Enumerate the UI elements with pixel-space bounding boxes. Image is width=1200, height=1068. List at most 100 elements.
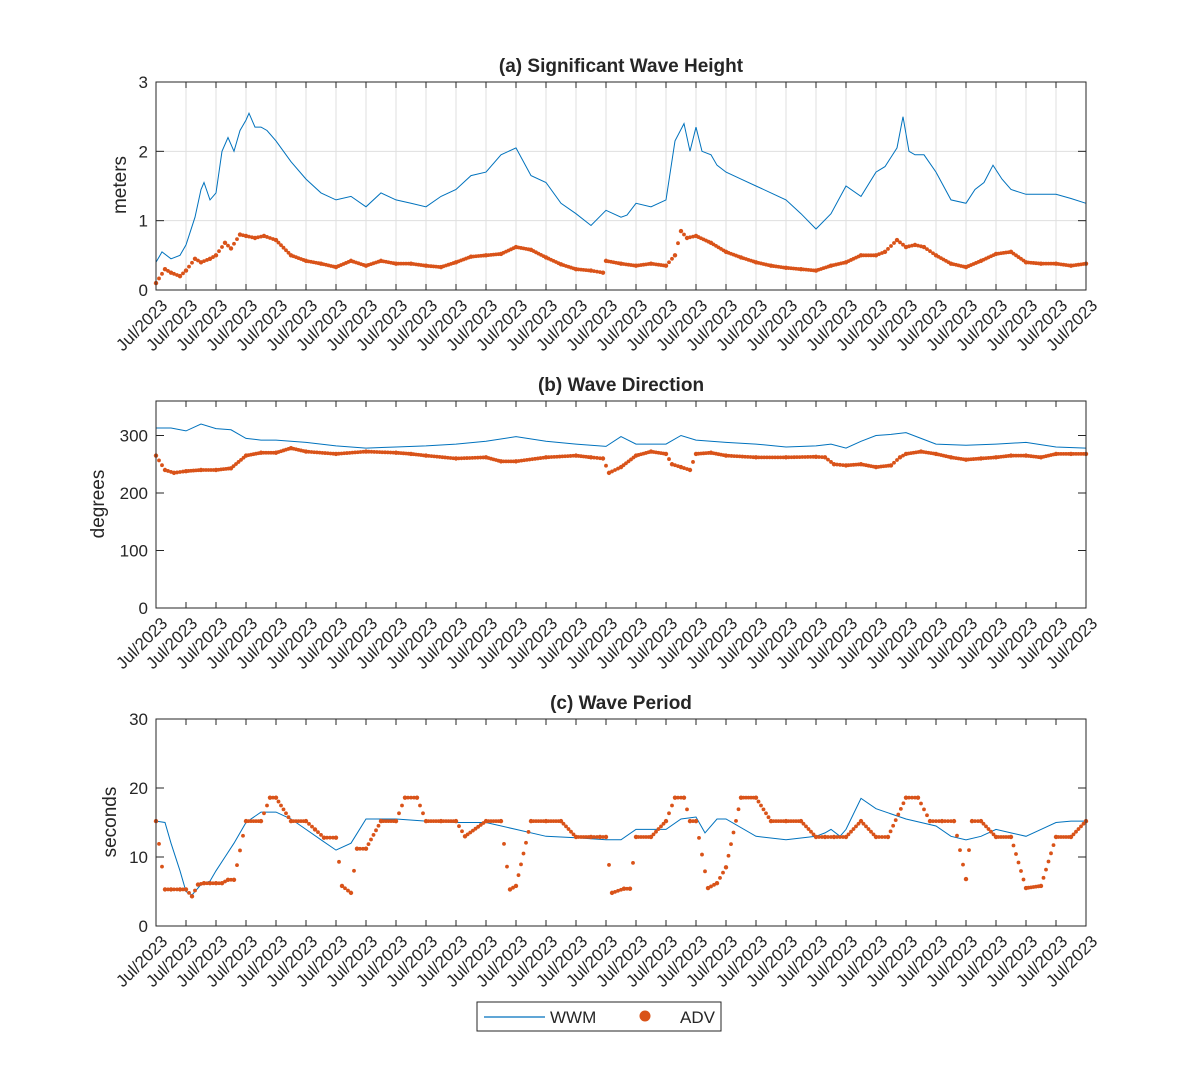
panel-b-adv-marker [667, 457, 671, 461]
panel-b-adv-marker [613, 468, 617, 472]
panel-c-adv-marker [284, 811, 288, 816]
panel-c-adv-marker [271, 795, 275, 800]
panel-a-adv-point [588, 268, 594, 273]
panel-c-adv-marker [505, 864, 509, 869]
panel-c-adv-point [507, 887, 513, 892]
panel-b-adv-marker [745, 454, 750, 459]
panel-c-adv-point [201, 881, 207, 886]
panel-a-title: (a) Significant Wave Height [499, 56, 744, 77]
panel-b-adv-marker [312, 450, 317, 455]
panel-c-adv-marker [961, 862, 965, 867]
panel-c-adv-point [273, 795, 279, 800]
panel-b-adv-point [813, 454, 819, 459]
panel-b-adv-marker [595, 456, 599, 460]
panel-c-adv-point [663, 818, 669, 824]
panel-a-series [153, 111, 1089, 286]
panel-c-adv-marker [238, 848, 242, 853]
panel-c-adv-marker [937, 819, 941, 824]
panel-b-adv-marker [563, 454, 567, 459]
panel-c-adv-point [414, 795, 420, 800]
panel-c-adv-marker [934, 819, 938, 824]
panel-c-adv-point [339, 883, 345, 889]
panel-b-adv-marker [765, 455, 769, 460]
panel-b-adv-marker [691, 460, 695, 464]
panel-c-adv-point [231, 877, 237, 882]
panel-a-adv-point [672, 253, 678, 258]
panel-c-adv-marker [697, 835, 701, 840]
panel-b-adv-marker [339, 451, 344, 456]
panel-c-adv-point [681, 795, 687, 800]
panel-b-adv-marker [353, 450, 357, 455]
panel-b-adv-point [162, 467, 168, 473]
panel-c-adv-marker [319, 833, 323, 837]
panel-a-adv-point [921, 244, 927, 250]
panel-c-adv-marker [804, 824, 808, 829]
panel-c-adv-marker [211, 881, 215, 886]
panel-c-axes-box [155, 718, 1087, 927]
panel-b-adv-marker [435, 454, 439, 459]
panel-b-adv-marker [432, 454, 437, 459]
panel-b-adv-marker [315, 450, 319, 455]
panel-b-series [153, 423, 1089, 476]
legend-adv-dot [639, 1010, 651, 1022]
panel-b-adv-marker [549, 455, 554, 459]
panel-b-adv-point [600, 456, 606, 461]
panel-a-adv-marker [931, 251, 935, 256]
panel-c-adv-marker [949, 819, 953, 824]
panel-a-adv-point [243, 233, 249, 239]
panel-c-adv-marker [217, 881, 221, 886]
panel-c-adv-point [354, 846, 360, 851]
panel-b-adv-marker [309, 450, 314, 454]
panel-b-adv-marker [552, 454, 557, 459]
panel-b-adv-marker [826, 457, 830, 462]
panel-c-adv-marker [276, 799, 281, 804]
panel-c-adv-point [588, 834, 594, 840]
panel-c-adv-marker [907, 795, 911, 800]
panel-b-adv-marker [350, 450, 355, 455]
panel-c-adv-marker [984, 824, 988, 829]
panel-c-adv-marker [838, 835, 842, 839]
panel-a-ytick-label: 2 [139, 142, 148, 161]
panel-c-adv-marker [901, 801, 906, 806]
panel-a-adv-point [663, 263, 669, 268]
panel-c-adv-point [513, 883, 519, 889]
panel-a-adv-point [237, 232, 243, 237]
panel-c-adv-marker [1051, 843, 1056, 848]
panel-b-adv-marker [426, 453, 431, 458]
panel-b-adv-marker [740, 454, 745, 459]
panel-c-adv-marker [1019, 869, 1023, 873]
panel-c-adv-marker [460, 829, 464, 834]
panel-b-adv-marker [789, 455, 794, 460]
panel-a-adv-point [678, 228, 684, 234]
panel-b-adv-marker [770, 455, 775, 460]
panel-a-adv-point [192, 256, 198, 261]
panel-a-adv-point [213, 253, 219, 258]
panel-c-adv-marker [325, 835, 329, 840]
panel-c-adv-marker [235, 863, 239, 868]
panel-b-adv-marker [555, 454, 559, 459]
panel-c-adv-marker [172, 887, 176, 892]
panel-a-adv-marker [232, 241, 236, 246]
panel-c-adv-marker [691, 819, 695, 824]
panel-c-adv-marker [925, 813, 929, 818]
panel-a-adv-marker [676, 241, 680, 246]
panel-c-title: (c) Wave Period [550, 693, 692, 714]
panel-a-adv-point [177, 273, 183, 279]
panel-c-adv-marker [376, 823, 381, 828]
panel-b-adv-marker [372, 450, 377, 454]
panel-c-adv-marker [361, 846, 365, 851]
panel-c-adv-marker [898, 806, 903, 811]
panel-b-adv-point [588, 455, 594, 460]
panel-c-adv-point [705, 885, 711, 891]
panel-c-adv-marker [826, 835, 830, 839]
panel-c-adv-marker [406, 795, 410, 800]
panel-a-adv-point [162, 267, 168, 272]
panel-b-adv-marker [437, 455, 442, 459]
panel-b-ylabel: degrees [88, 470, 109, 539]
panel-c-adv-marker [866, 827, 871, 831]
panel-c-adv-marker [1079, 824, 1083, 829]
panel-c-adv-marker [281, 807, 286, 812]
panel-c-adv-marker [679, 795, 683, 800]
panel-c-adv-marker [616, 888, 620, 893]
panel-c-adv-point [822, 834, 828, 840]
